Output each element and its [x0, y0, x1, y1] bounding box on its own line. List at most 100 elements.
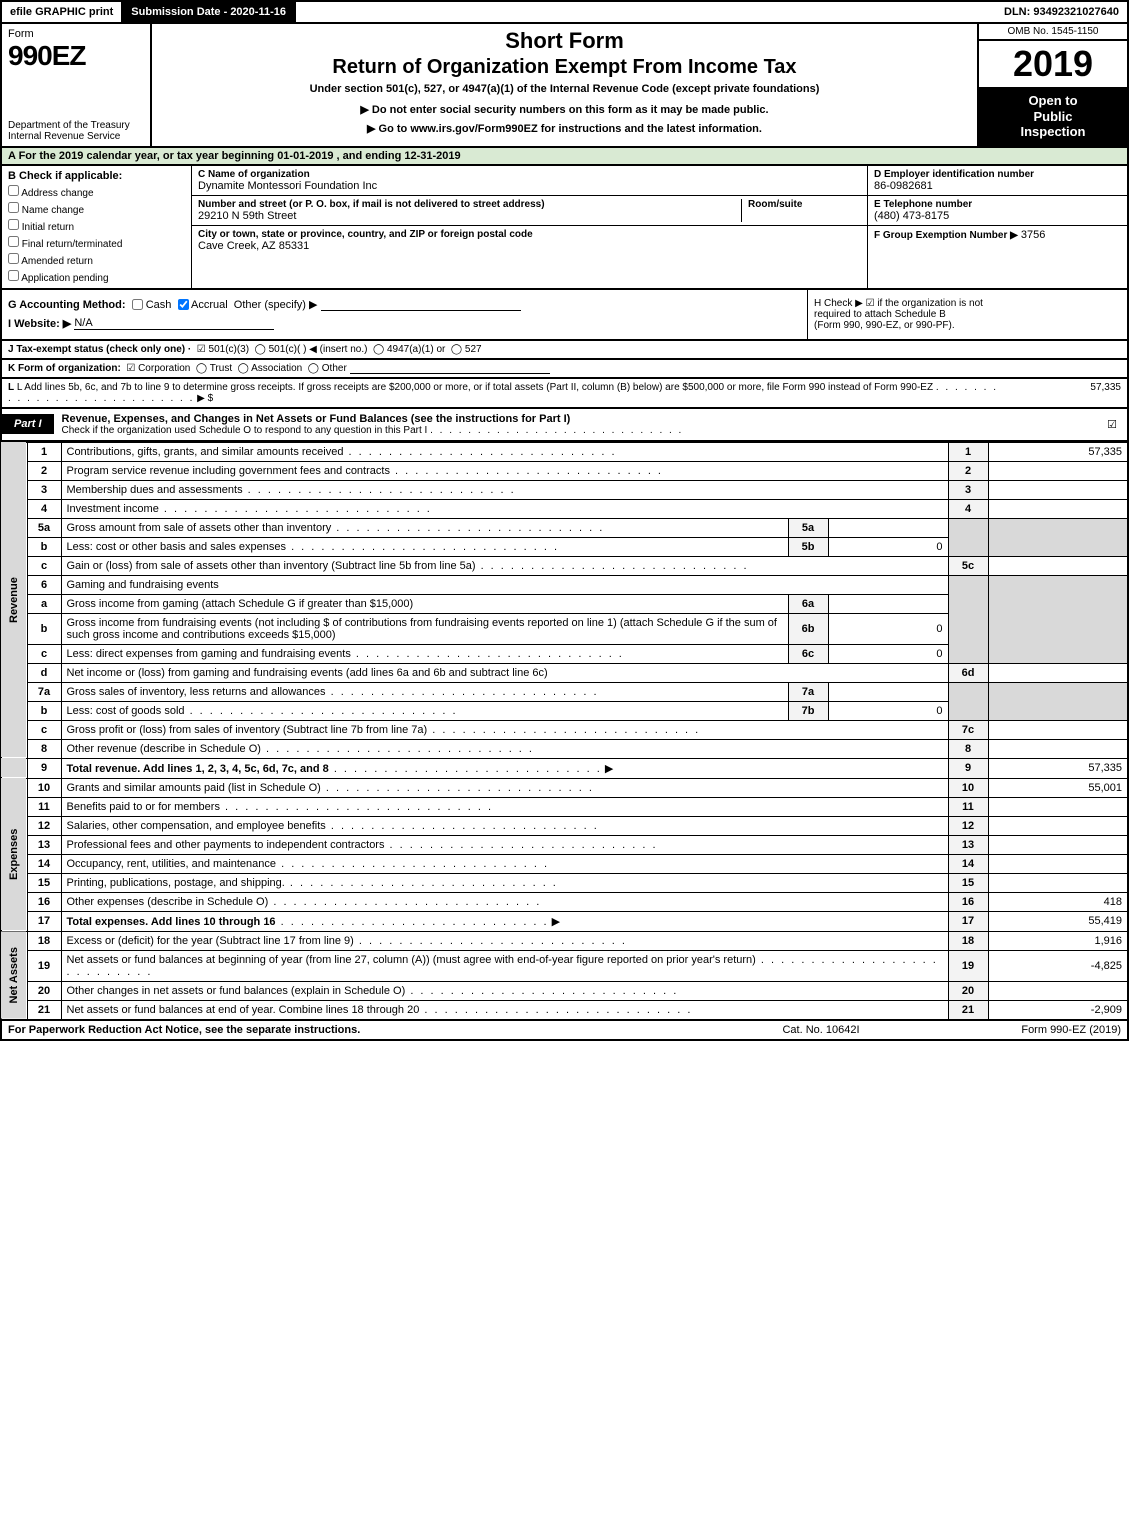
l6abc-amount-shade [988, 575, 1128, 663]
j-4947[interactable]: ◯ 4947(a)(1) or [373, 344, 445, 355]
form-word: Form [8, 28, 144, 40]
treasury-dept: Department of the Treasury Internal Reve… [8, 120, 144, 142]
open-public-badge: Open to Public Inspection [979, 87, 1127, 146]
l13-code: 13 [948, 835, 988, 854]
l20-num: 20 [27, 981, 61, 1000]
l19-num: 19 [27, 950, 61, 981]
line-17-row: 17 Total expenses. Add lines 10 through … [1, 911, 1128, 931]
l3-num: 3 [27, 480, 61, 499]
l6-desc: Gaming and fundraising events [61, 575, 948, 594]
l14-amount [988, 854, 1128, 873]
l6c-num: c [27, 644, 61, 663]
l-description: L Add lines 5b, 6c, and 7b to line 9 to … [17, 382, 933, 393]
website-line: I Website: ▶ N/A [8, 317, 801, 330]
l5c-desc: Gain or (loss) from sale of assets other… [61, 556, 948, 575]
name-change-checkbox[interactable] [8, 202, 19, 213]
k-trust[interactable]: ◯ Trust [196, 363, 232, 374]
chk-address-change[interactable]: Address change [8, 185, 185, 199]
accrual-checkbox[interactable] [178, 299, 189, 310]
part1-title: Revenue, Expenses, and Changes in Net As… [54, 409, 1097, 440]
l6a-sublab: 6a [788, 594, 828, 613]
city-value: Cave Creek, AZ 85331 [198, 240, 861, 252]
page-footer: For Paperwork Reduction Act Notice, see … [0, 1021, 1129, 1041]
l2-num: 2 [27, 461, 61, 480]
l15-num: 15 [27, 873, 61, 892]
l14-code: 14 [948, 854, 988, 873]
line-18-row: Net Assets 18 Excess or (deficit) for th… [1, 931, 1128, 950]
chk-final-return[interactable]: Final return/terminated [8, 236, 185, 250]
initial-return-checkbox[interactable] [8, 219, 19, 230]
name-change-label: Name change [22, 205, 84, 216]
k-assoc[interactable]: ◯ Association [238, 363, 303, 374]
box-c: C Name of organization Dynamite Montesso… [192, 166, 867, 288]
l5ab-shade [948, 518, 988, 556]
j-527[interactable]: ◯ 527 [451, 344, 482, 355]
l1-amount: 57,335 [988, 442, 1128, 461]
line-15-row: 15 Printing, publications, postage, and … [1, 873, 1128, 892]
l5c-code: 5c [948, 556, 988, 575]
gross-receipts-row: L L Add lines 5b, 6c, and 7b to line 9 t… [0, 379, 1129, 409]
street-label: Number and street (or P. O. box, if mail… [198, 199, 741, 210]
l10-num: 10 [27, 778, 61, 797]
amended-return-checkbox[interactable] [8, 253, 19, 264]
chk-name-change[interactable]: Name change [8, 202, 185, 216]
l18-desc: Excess or (deficit) for the year (Subtra… [61, 931, 948, 950]
netassets-side-label: Net Assets [1, 931, 27, 1020]
l6-num: 6 [27, 575, 61, 594]
j-501c[interactable]: ◯ 501(c)( ) ◀ (insert no.) [255, 344, 368, 355]
other-specify-field[interactable] [321, 310, 521, 311]
part1-tag: Part I [2, 414, 54, 434]
l14-num: 14 [27, 854, 61, 873]
group-exemption-label: F Group Exemption Number ▶ [874, 230, 1018, 241]
l16-amount: 418 [988, 892, 1128, 911]
part1-subtitle: Check if the organization used Schedule … [62, 425, 1089, 436]
l6d-num: d [27, 663, 61, 682]
k-other[interactable]: ◯ Other [308, 363, 347, 374]
l7ab-amount-shade [988, 682, 1128, 720]
expenses-side-label: Expenses [1, 778, 27, 931]
l11-code: 11 [948, 797, 988, 816]
application-pending-checkbox[interactable] [8, 270, 19, 281]
application-pending-label: Application pending [21, 273, 108, 284]
l16-code: 16 [948, 892, 988, 911]
l17-code: 17 [948, 911, 988, 931]
l18-code: 18 [948, 931, 988, 950]
j-label: J Tax-exempt status (check only one) · [8, 344, 191, 355]
chk-amended-return[interactable]: Amended return [8, 253, 185, 267]
k-corp[interactable]: ☑ Corporation [126, 363, 190, 374]
j-501c3[interactable]: ☑ 501(c)(3) [197, 344, 249, 355]
l6a-subval [828, 594, 948, 613]
h-text3: (Form 990, 990-EZ, or 990-PF). [814, 320, 1121, 331]
line-12-row: 12 Salaries, other compensation, and emp… [1, 816, 1128, 835]
chk-initial-return[interactable]: Initial return [8, 219, 185, 233]
l11-desc: Benefits paid to or for members [61, 797, 948, 816]
footer-catno: Cat. No. 10642I [721, 1024, 921, 1036]
address-change-checkbox[interactable] [8, 185, 19, 196]
l9-code: 9 [948, 758, 988, 778]
form-header: Form 990EZ Department of the Treasury In… [0, 24, 1129, 148]
l6d-amount [988, 663, 1128, 682]
l2-amount [988, 461, 1128, 480]
k-other-field[interactable] [350, 373, 550, 374]
form-number-block: Form 990EZ Department of the Treasury In… [2, 24, 152, 146]
l6c-sublab: 6c [788, 644, 828, 663]
cash-checkbox[interactable] [132, 299, 143, 310]
line-20-row: 20 Other changes in net assets or fund b… [1, 981, 1128, 1000]
goto-link[interactable]: ▶ Go to www.irs.gov/Form990EZ for instru… [160, 122, 969, 135]
open3: Inspection [1020, 124, 1085, 139]
final-return-checkbox[interactable] [8, 236, 19, 247]
chk-application-pending[interactable]: Application pending [8, 270, 185, 284]
l5c-amount [988, 556, 1128, 575]
open1: Open to [1028, 93, 1077, 108]
l20-code: 20 [948, 981, 988, 1000]
l20-desc: Other changes in net assets or fund bala… [61, 981, 948, 1000]
efile-print-label[interactable]: efile GRAPHIC print [2, 4, 121, 20]
l5a-desc: Gross amount from sale of assets other t… [61, 518, 788, 537]
line-1-row: Revenue 1 Contributions, gifts, grants, … [1, 442, 1128, 461]
part1-check[interactable]: ☑ [1097, 418, 1127, 431]
l10-code: 10 [948, 778, 988, 797]
l9-amount: 57,335 [988, 758, 1128, 778]
l6d-desc: Net income or (loss) from gaming and fun… [61, 663, 948, 682]
l8-code: 8 [948, 739, 988, 758]
l-text: L L Add lines 5b, 6c, and 7b to line 9 t… [8, 382, 1001, 404]
